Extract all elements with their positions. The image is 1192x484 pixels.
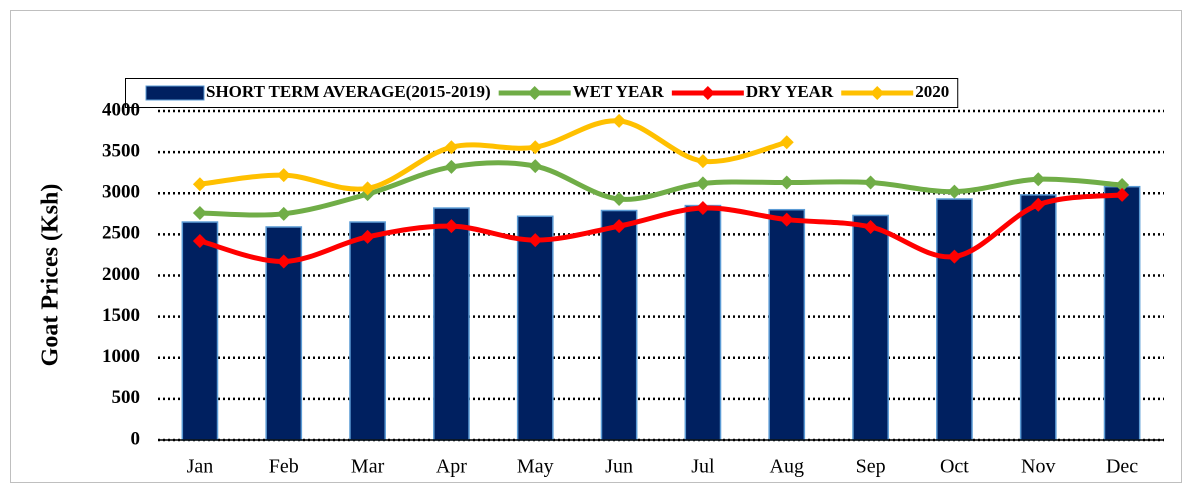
bar bbox=[1019, 194, 1057, 441]
marker bbox=[444, 140, 459, 155]
bar bbox=[600, 209, 638, 441]
marker bbox=[1031, 172, 1046, 187]
x-tick-label: Feb bbox=[269, 456, 299, 478]
marker bbox=[276, 254, 291, 269]
marker bbox=[779, 135, 794, 150]
marker bbox=[863, 219, 878, 234]
y-tick-label: 4000 bbox=[102, 99, 140, 120]
x-tick-label: Aug bbox=[770, 456, 804, 478]
marker bbox=[779, 175, 794, 190]
line bbox=[199, 118, 788, 192]
marker bbox=[276, 168, 291, 183]
marker bbox=[192, 177, 207, 192]
bar bbox=[684, 204, 722, 441]
marker bbox=[863, 175, 878, 190]
x-tick-label: Jan bbox=[187, 456, 214, 478]
bar bbox=[349, 221, 386, 441]
legend-label: SHORT TERM AVERAGE(2015-2019) bbox=[206, 82, 491, 101]
marker bbox=[612, 219, 627, 234]
bar bbox=[768, 208, 806, 441]
bar bbox=[936, 198, 973, 441]
y-tick-label: 3000 bbox=[102, 182, 140, 203]
y-tick-label: 500 bbox=[112, 387, 141, 408]
x-tick-label: Dec bbox=[1106, 456, 1138, 478]
marker bbox=[947, 184, 962, 199]
y-tick-label: 1500 bbox=[102, 305, 140, 326]
x-tick-label: Oct bbox=[940, 456, 969, 478]
line bbox=[199, 192, 1123, 265]
y-tick-label: 0 bbox=[131, 428, 141, 449]
marker bbox=[1115, 187, 1130, 202]
x-tick-label: May bbox=[517, 456, 554, 478]
y-tick-label: 2000 bbox=[102, 264, 140, 285]
marker bbox=[360, 229, 375, 244]
marker bbox=[695, 154, 710, 169]
legend-marker bbox=[527, 86, 542, 100]
marker bbox=[360, 181, 375, 196]
legend-marker bbox=[870, 86, 885, 100]
marker bbox=[695, 176, 710, 191]
marker bbox=[528, 140, 543, 155]
marker bbox=[947, 249, 962, 264]
legend-marker bbox=[700, 86, 715, 100]
legend-label: DRY YEAR bbox=[746, 82, 834, 101]
marker bbox=[276, 206, 291, 221]
x-tick-label: Jun bbox=[605, 456, 633, 478]
bar bbox=[852, 214, 889, 441]
marker bbox=[1031, 197, 1046, 212]
x-tick-label: Nov bbox=[1021, 456, 1055, 478]
x-tick-label: Sep bbox=[856, 456, 886, 478]
marker bbox=[612, 113, 627, 128]
bar bbox=[433, 207, 470, 441]
marker bbox=[528, 233, 543, 248]
x-tick-label: Apr bbox=[436, 456, 467, 478]
marker bbox=[528, 159, 543, 174]
y-tick-label: 1000 bbox=[102, 346, 140, 367]
marker bbox=[695, 201, 710, 216]
line bbox=[199, 160, 1123, 218]
y-tick-label: 3500 bbox=[102, 140, 140, 161]
marker bbox=[612, 192, 627, 207]
legend-label: WET YEAR bbox=[573, 82, 665, 101]
x-tick-label: Jul bbox=[691, 456, 715, 478]
marker bbox=[192, 205, 207, 220]
marker bbox=[444, 219, 459, 234]
marker bbox=[1115, 178, 1130, 193]
marker bbox=[192, 233, 207, 248]
legend-label: 2020 bbox=[915, 82, 949, 101]
bar bbox=[516, 215, 554, 441]
bar bbox=[181, 221, 219, 441]
legend: SHORT TERM AVERAGE(2015-2019) WET YEAR DRY… bbox=[125, 78, 959, 108]
x-tick-label: Mar bbox=[351, 456, 385, 478]
bar bbox=[1103, 185, 1141, 441]
y-tick-label: 2500 bbox=[102, 223, 140, 244]
y-axis-label: Goat Prices (Ksh) bbox=[38, 184, 64, 367]
marker bbox=[779, 212, 794, 227]
marker bbox=[444, 159, 459, 174]
legend-swatch bbox=[145, 85, 205, 101]
